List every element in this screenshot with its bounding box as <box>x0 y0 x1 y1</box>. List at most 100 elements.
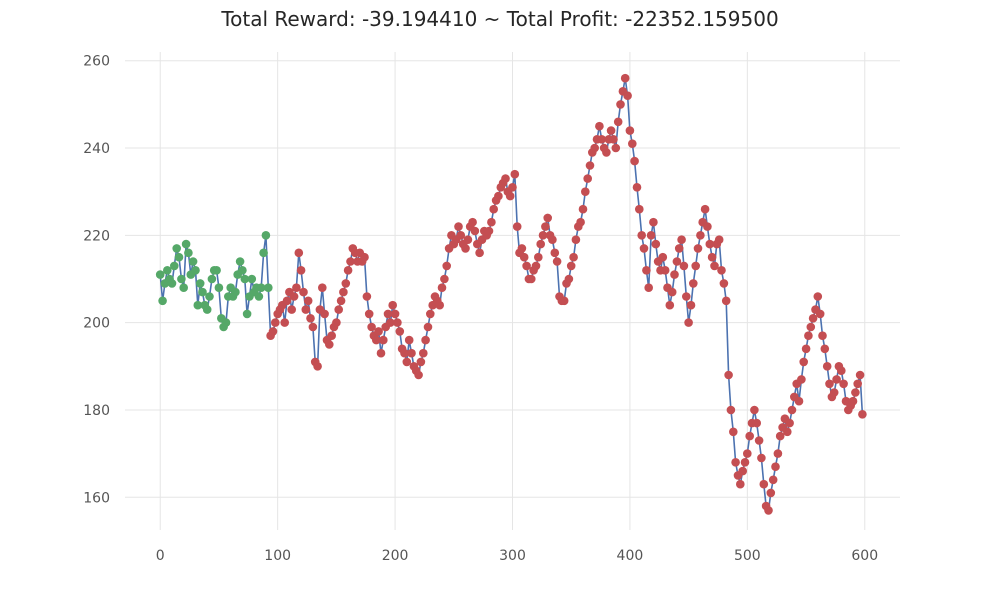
short-position-marker <box>646 231 656 240</box>
short-position-marker <box>306 314 315 323</box>
short-position-marker <box>707 252 717 262</box>
y-tick-label: 200 <box>83 316 110 332</box>
short-position-marker <box>402 357 412 367</box>
short-position-marker <box>343 266 353 275</box>
short-position-marker <box>294 248 304 258</box>
short-position-marker <box>527 274 536 284</box>
x-tick-label: 100 <box>264 548 291 564</box>
short-position-marker <box>642 266 651 275</box>
long-position-marker <box>212 266 221 275</box>
short-position-marker <box>745 431 754 441</box>
short-position-marker <box>543 213 552 223</box>
short-position-marker <box>320 309 329 319</box>
short-position-marker <box>775 431 785 441</box>
long-position-marker <box>179 283 188 293</box>
short-position-marker <box>362 292 372 301</box>
short-position-marker <box>552 257 562 266</box>
short-position-marker <box>400 348 409 358</box>
short-position-marker <box>853 379 862 389</box>
short-position-marker <box>620 73 630 83</box>
long-position-marker <box>202 305 212 314</box>
short-position-marker <box>609 135 618 144</box>
short-position-marker <box>628 139 637 148</box>
long-position-marker <box>193 300 203 310</box>
short-position-marker <box>766 488 776 498</box>
short-position-marker <box>569 252 578 262</box>
y-tick-label: 260 <box>83 54 110 70</box>
short-position-marker <box>855 370 865 380</box>
short-position-marker <box>301 305 311 314</box>
short-position-marker <box>691 261 700 271</box>
short-position-marker <box>435 300 445 310</box>
long-position-marker <box>259 248 268 258</box>
y-tick-label: 220 <box>83 228 110 244</box>
short-position-marker <box>825 379 834 389</box>
short-position-marker <box>470 226 480 236</box>
short-position-marker <box>670 270 679 279</box>
short-position-marker <box>743 449 752 458</box>
short-position-marker <box>442 261 452 271</box>
short-position-marker <box>280 318 290 327</box>
long-position-marker <box>231 287 240 297</box>
short-position-marker <box>651 239 661 249</box>
x-tick-label: 200 <box>382 548 409 564</box>
short-position-marker <box>710 261 719 271</box>
long-position-marker <box>256 283 266 293</box>
long-position-marker <box>261 231 271 240</box>
short-position-marker <box>393 318 402 327</box>
short-position-marker <box>548 235 557 244</box>
short-position-marker <box>426 309 435 319</box>
short-position-marker <box>731 458 740 467</box>
y-tick-label: 180 <box>83 403 110 419</box>
short-position-marker <box>423 322 433 332</box>
long-position-marker <box>242 309 252 319</box>
short-position-marker <box>658 252 668 262</box>
long-position-marker <box>221 318 231 327</box>
short-position-marker <box>550 248 560 258</box>
short-position-marker <box>334 305 344 314</box>
short-position-marker <box>578 204 588 214</box>
short-position-marker <box>379 335 388 345</box>
short-position-marker <box>639 244 649 253</box>
short-position-marker <box>839 379 848 389</box>
short-position-marker <box>724 370 733 380</box>
short-position-marker <box>719 279 729 288</box>
short-position-marker <box>644 283 653 293</box>
short-position-marker <box>510 169 520 179</box>
short-position-marker <box>759 479 769 489</box>
y-tick-labels: 160 180 200 220 240 260 <box>83 54 110 507</box>
short-position-marker <box>512 222 522 231</box>
short-position-marker <box>282 296 292 306</box>
x-tick-label: 0 <box>156 548 165 564</box>
short-position-marker <box>799 357 808 367</box>
short-position-marker <box>388 300 398 310</box>
short-position-marker <box>611 143 621 153</box>
short-position-marker <box>374 327 383 336</box>
short-position-marker <box>271 318 280 327</box>
short-position-marker <box>585 161 595 170</box>
short-position-marker <box>303 296 313 306</box>
short-position-marker <box>818 331 827 341</box>
short-position-marker <box>689 279 698 288</box>
short-position-marker <box>703 222 712 231</box>
short-position-marker <box>364 309 374 319</box>
short-position-marker <box>463 235 473 244</box>
short-position-marker <box>674 244 684 253</box>
short-position-marker <box>383 309 393 319</box>
short-position-marker <box>700 204 710 214</box>
short-position-marker <box>686 300 696 310</box>
short-position-marker <box>566 261 576 271</box>
short-position-marker <box>559 296 569 306</box>
short-position-marker <box>635 204 644 214</box>
short-position-marker <box>832 375 841 384</box>
short-position-marker <box>806 322 816 332</box>
long-position-marker <box>163 266 172 275</box>
short-position-marker <box>327 331 337 341</box>
short-position-marker <box>404 335 414 345</box>
short-position-marker <box>679 261 689 271</box>
long-position-marker <box>240 274 250 284</box>
short-position-marker <box>829 388 839 397</box>
short-position-marker <box>820 344 830 354</box>
chart-title: Total Reward: -39.194410 ~ Total Profit:… <box>221 7 779 31</box>
